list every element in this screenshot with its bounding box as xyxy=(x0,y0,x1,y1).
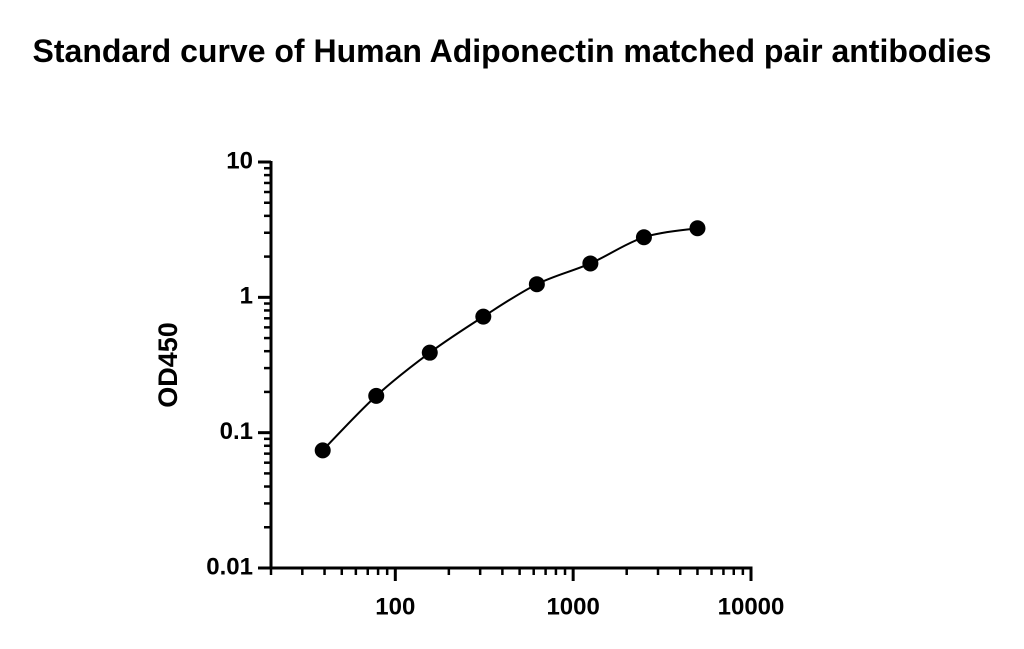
x-tick-label: 100 xyxy=(375,593,415,620)
data-point xyxy=(314,442,331,459)
x-tick-label: 1000 xyxy=(546,593,599,620)
y-tick-label: 1 xyxy=(240,283,253,310)
chart-title: Standard curve of Human Adiponectin matc… xyxy=(32,33,992,69)
data-point xyxy=(421,344,438,361)
data-point xyxy=(635,229,652,246)
y-tick-label: 10 xyxy=(226,147,253,174)
x-tick-label: 10000 xyxy=(718,593,785,620)
data-point xyxy=(528,276,545,293)
data-point xyxy=(689,220,706,237)
y-axis-label: OD450 xyxy=(153,322,183,408)
data-point xyxy=(368,387,385,404)
data-point xyxy=(582,255,599,272)
y-tick-label: 0.1 xyxy=(220,418,253,445)
fit-curve xyxy=(321,227,698,452)
y-tick-label: 0.01 xyxy=(206,553,253,580)
data-point xyxy=(475,308,492,325)
